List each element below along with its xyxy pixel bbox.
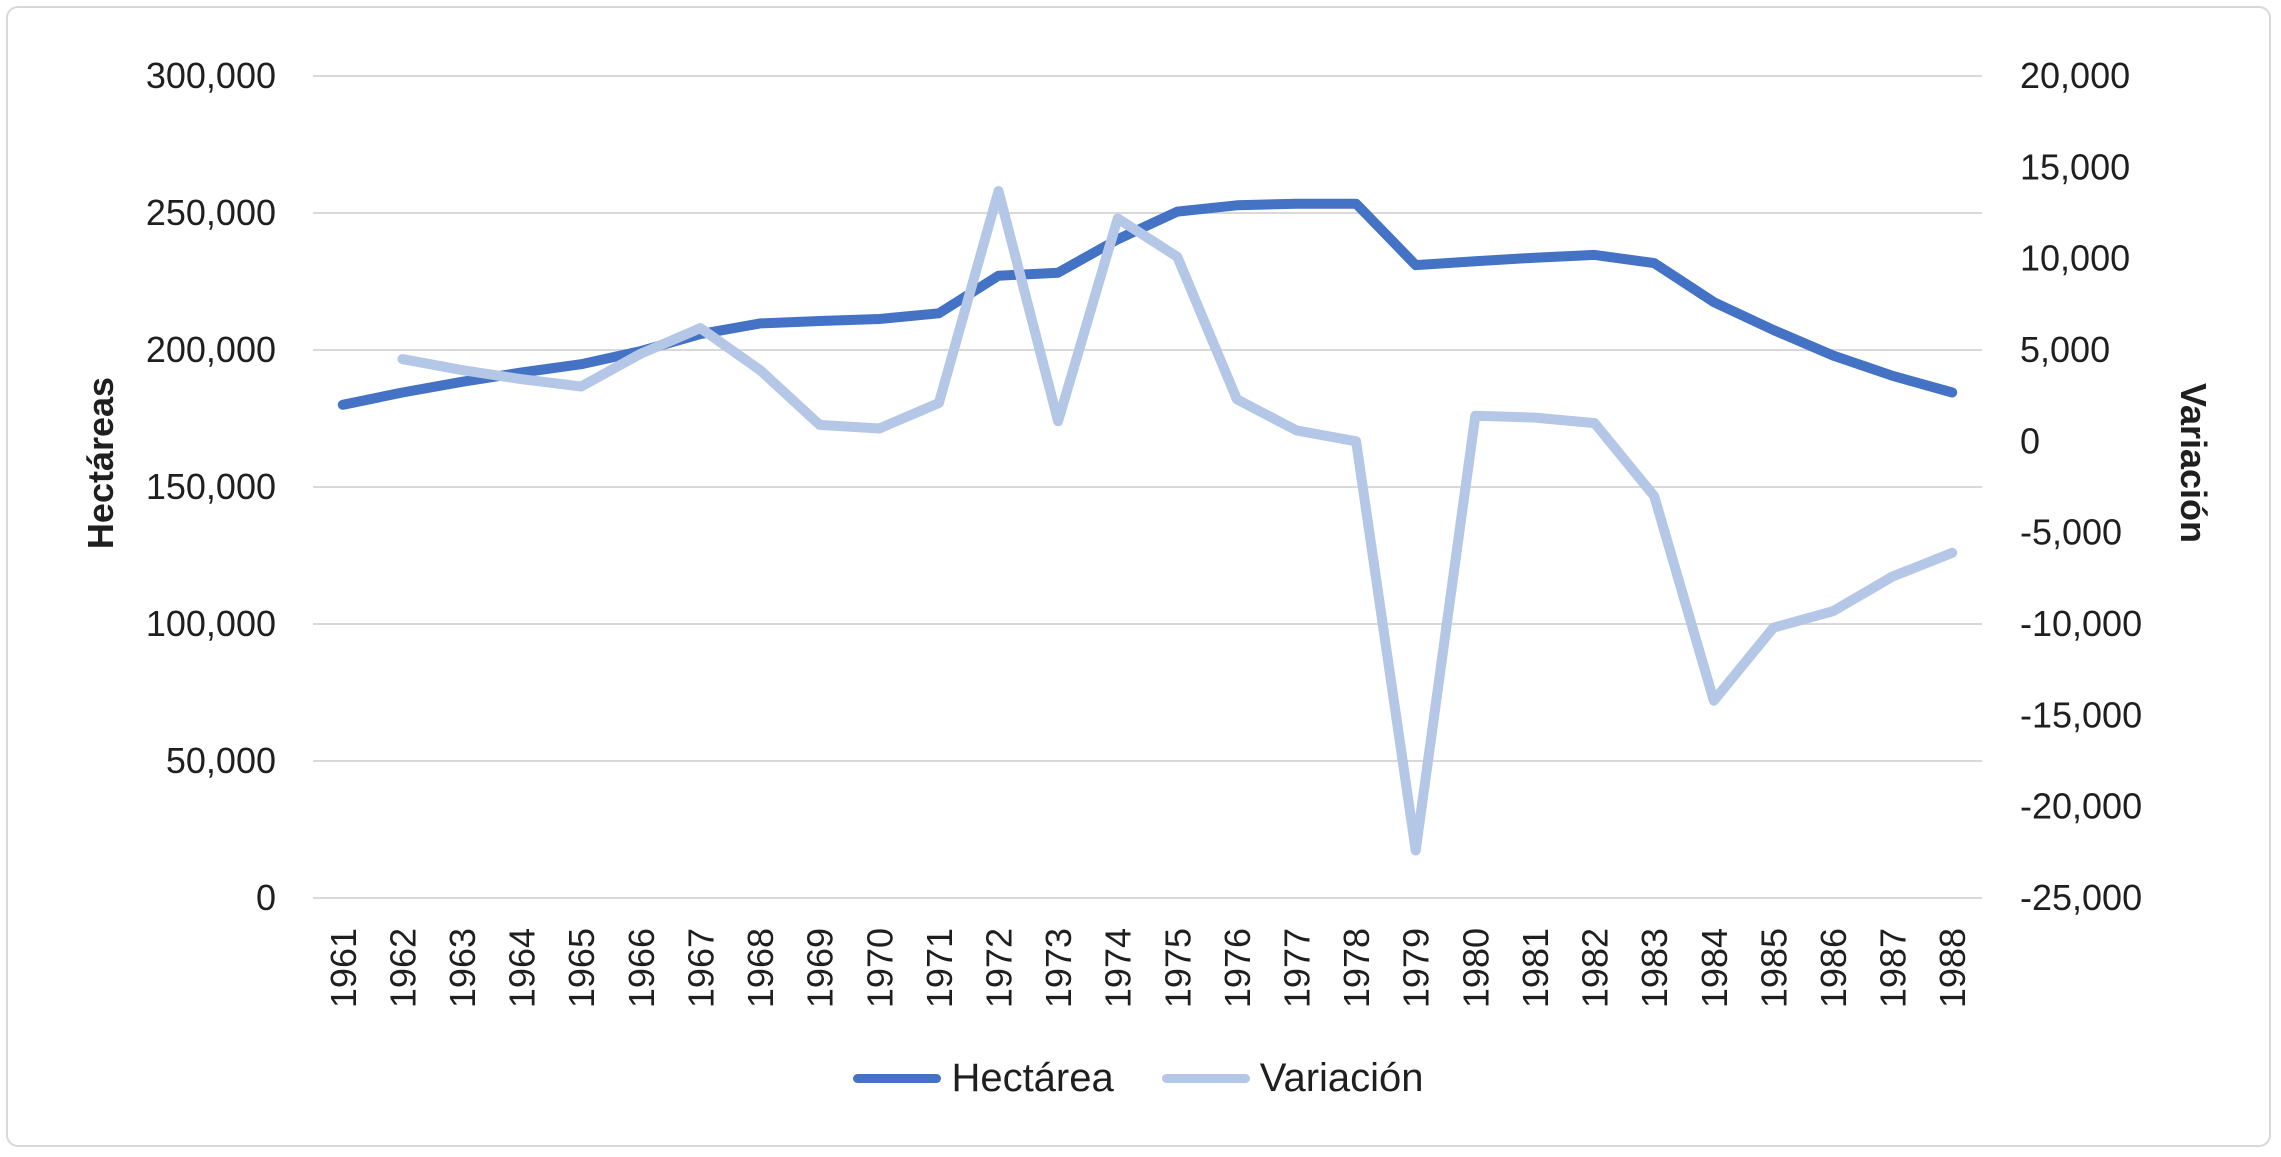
x-axis-year-label: 1966 <box>621 928 662 1008</box>
x-axis-year-label: 1971 <box>919 928 960 1008</box>
left-axis-tick-label: 150,000 <box>146 466 276 507</box>
x-axis-year-label: 1975 <box>1157 928 1198 1008</box>
x-axis-year-label: 1961 <box>323 928 364 1008</box>
x-axis-year-label: 1978 <box>1336 928 1377 1008</box>
left-axis-tick-label: 300,000 <box>146 55 276 96</box>
left-axis-title: Hectáreas <box>80 376 121 550</box>
right-axis-tick-label: 15,000 <box>2020 146 2130 187</box>
right-axis-tick-label: -5,000 <box>2020 512 2122 553</box>
variacion-line <box>397 186 1958 856</box>
x-axis-year-label: 1981 <box>1515 928 1556 1008</box>
right-axis-tick-label: -20,000 <box>2020 786 2142 827</box>
right-axis-tick-label: -15,000 <box>2020 694 2142 735</box>
hectarea-line <box>337 198 1958 410</box>
right-axis-tick-label: 0 <box>2020 420 2040 461</box>
legend-item-variacion: Variación <box>1161 1056 1424 1101</box>
right-axis-tick-label: -10,000 <box>2020 603 2142 644</box>
legend-label-variacion: Variación <box>1259 1056 1424 1100</box>
left-axis-tick-label: 50,000 <box>166 740 276 781</box>
x-axis-year-label: 1988 <box>1932 928 1973 1008</box>
left-axis-tick-label: 250,000 <box>146 192 276 233</box>
right-axis-tick-label: 20,000 <box>2020 55 2130 96</box>
x-axis-year-label: 1980 <box>1455 928 1496 1008</box>
right-axis-tick-label: 10,000 <box>2020 238 2130 279</box>
x-axis-year-label: 1973 <box>1038 928 1079 1008</box>
x-axis-year-label: 1972 <box>978 928 1019 1008</box>
x-axis-year-label: 1976 <box>1217 928 1258 1008</box>
x-axis-year-label: 1983 <box>1634 928 1675 1008</box>
x-axis-year-label: 1987 <box>1873 928 1914 1008</box>
variacion-line-swatch <box>1161 1074 1250 1083</box>
x-axis-year-label: 1970 <box>859 928 900 1008</box>
x-axis-year-label: 1979 <box>1396 928 1437 1008</box>
right-axis-title: Variación <box>2173 382 2214 544</box>
chart-frame: 300,000 250,000 200,000 150,000 100,000 50,00… <box>6 6 2271 1147</box>
hectarea-line-swatch <box>853 1074 942 1083</box>
right-axis-tick-label: 5,000 <box>2020 329 2110 370</box>
left-axis-tick-label: 0 <box>256 877 276 918</box>
x-axis-year-label: 1969 <box>800 928 841 1008</box>
x-axis-year-label: 1974 <box>1098 928 1139 1008</box>
left-axis-tick-label: 200,000 <box>146 329 276 370</box>
x-axis-year-label: 1968 <box>740 928 781 1008</box>
x-axis-year-label: 1965 <box>561 928 602 1008</box>
legend-label-hectarea: Hectárea <box>951 1056 1114 1100</box>
legend: Hectárea Variación <box>8 1056 2269 1101</box>
x-axis-year-label: 1984 <box>1694 928 1735 1008</box>
x-axis-year-label: 1977 <box>1277 928 1318 1008</box>
x-axis-year-label: 1963 <box>442 928 483 1008</box>
x-axis-year-label: 1962 <box>382 928 423 1008</box>
x-axis-year-label: 1967 <box>680 928 721 1008</box>
x-axis-year-label: 1982 <box>1575 928 1616 1008</box>
legend-item-hectarea: Hectárea <box>853 1056 1114 1101</box>
right-axis-tick-label: -25,000 <box>2020 877 2142 918</box>
x-axis-year-label: 1964 <box>502 928 543 1008</box>
left-axis-tick-label: 100,000 <box>146 603 276 644</box>
line-plot: 300,000 250,000 200,000 150,000 100,000 50,00… <box>146 55 2142 1008</box>
x-axis-year-label: 1985 <box>1753 928 1794 1008</box>
x-axis-year-label: 1986 <box>1813 928 1854 1008</box>
